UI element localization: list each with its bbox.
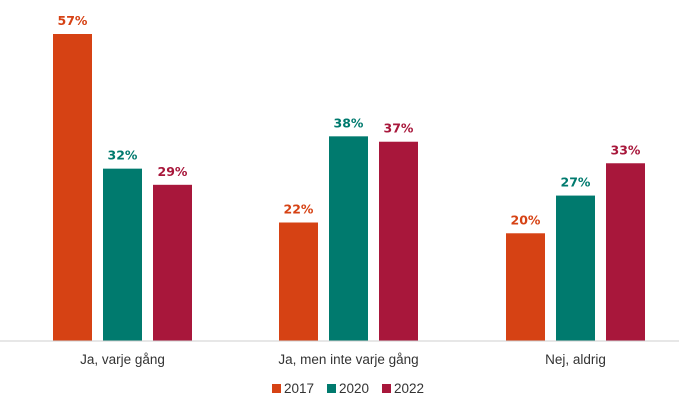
data-label-2017-2: 20% <box>511 212 541 227</box>
bar-2022-2 <box>606 163 645 341</box>
legend-label-2020: 2020 <box>339 381 369 396</box>
bar-2022-1 <box>379 141 418 341</box>
bar-2020-0 <box>103 168 142 341</box>
bar-2020-1 <box>329 136 368 341</box>
data-label-2022-2: 33% <box>611 142 641 157</box>
data-label-2017-1: 22% <box>284 202 314 217</box>
data-label-2022-0: 29% <box>158 164 188 179</box>
bar-2020-2 <box>556 195 595 341</box>
legend-label-2022: 2022 <box>394 381 424 396</box>
category-labels-layer: Ja, varje gång Ja, men inte varje gång Nej… <box>80 352 606 367</box>
bar-2022-0 <box>153 184 192 341</box>
data-label-2020-1: 38% <box>334 115 364 130</box>
data-label-2022-1: 37% <box>384 121 414 136</box>
bar-2017-0 <box>53 34 92 341</box>
legend-swatch-2020 <box>327 384 336 393</box>
bar-2017-1 <box>279 222 318 341</box>
data-label-2020-0: 32% <box>108 148 138 163</box>
category-label-2: Nej, aldrig <box>545 352 606 367</box>
category-label-0: Ja, varje gång <box>80 352 165 367</box>
data-label-2017-0: 57% <box>58 13 88 28</box>
legend-swatch-2022 <box>382 384 391 393</box>
legend: 2017 2020 2022 <box>272 381 424 396</box>
legend-label-2017: 2017 <box>284 381 314 396</box>
data-label-2020-2: 27% <box>561 175 591 190</box>
legend-swatch-2017 <box>272 384 281 393</box>
value-labels-layer: 57% 32% 29% 22% 38% 37% 20% 27% 33% <box>58 13 641 227</box>
category-label-1: Ja, men inte varje gång <box>278 352 418 367</box>
bar-2017-2 <box>506 233 545 341</box>
bars-layer <box>53 34 645 341</box>
